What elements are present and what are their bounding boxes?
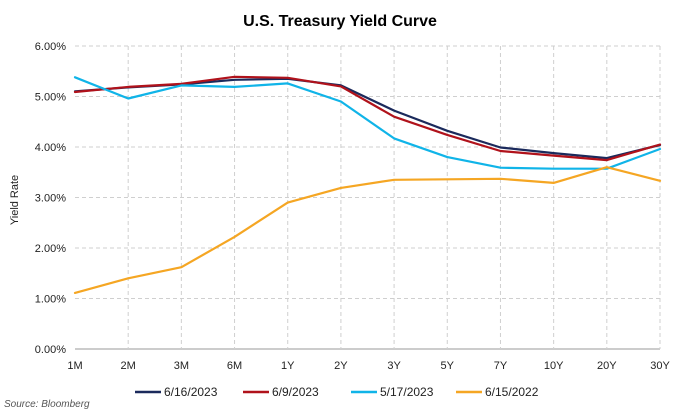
x-axis-ticks: 1M 2M 3M 6M 1Y 2Y 3Y 5Y 7Y 10Y 20Y 30Y <box>67 360 670 372</box>
legend-label: 5/17/2023 <box>380 385 434 399</box>
x-tick-label: 20Y <box>597 360 617 372</box>
x-tick-label: 3Y <box>387 360 401 372</box>
y-tick-label: 3.00% <box>35 193 66 205</box>
y-axis-ticks: 0.00% 1.00% 2.00% 3.00% 4.00% 5.00% 6.00% <box>35 41 66 356</box>
x-tick-label: 5Y <box>441 360 455 372</box>
y-tick-label: 4.00% <box>35 142 66 154</box>
series-line <box>73 76 662 170</box>
x-tick-label: 7Y <box>494 360 508 372</box>
x-tick-label: 30Y <box>650 360 670 372</box>
series-lines <box>73 75 662 294</box>
legend: 6/16/2023 6/9/2023 5/17/2023 6/15/2022 <box>135 385 539 399</box>
y-tick-label: 1.00% <box>35 294 66 306</box>
y-tick-label: 2.00% <box>35 243 66 255</box>
series-line <box>73 166 662 294</box>
x-tick-label: 2Y <box>334 360 348 372</box>
series-line <box>73 75 662 162</box>
chart-title: U.S. Treasury Yield Curve <box>243 13 437 30</box>
grid <box>75 45 661 350</box>
source-note: Source: Bloomberg <box>4 399 90 410</box>
x-tick-label: 3M <box>174 360 189 372</box>
x-tick-label: 1M <box>67 360 82 372</box>
x-tick-label: 1Y <box>281 360 295 372</box>
legend-label: 6/15/2022 <box>485 385 539 399</box>
y-tick-label: 5.00% <box>35 92 66 104</box>
y-tick-label: 6.00% <box>35 41 66 53</box>
legend-label: 6/9/2023 <box>272 385 319 399</box>
x-tick-label: 6M <box>227 360 242 372</box>
x-tick-label: 10Y <box>544 360 564 372</box>
legend-label: 6/16/2023 <box>164 385 218 399</box>
y-axis-label: Yield Rate <box>9 175 21 225</box>
y-tick-label: 0.00% <box>35 344 66 356</box>
x-tick-label: 2M <box>121 360 136 372</box>
